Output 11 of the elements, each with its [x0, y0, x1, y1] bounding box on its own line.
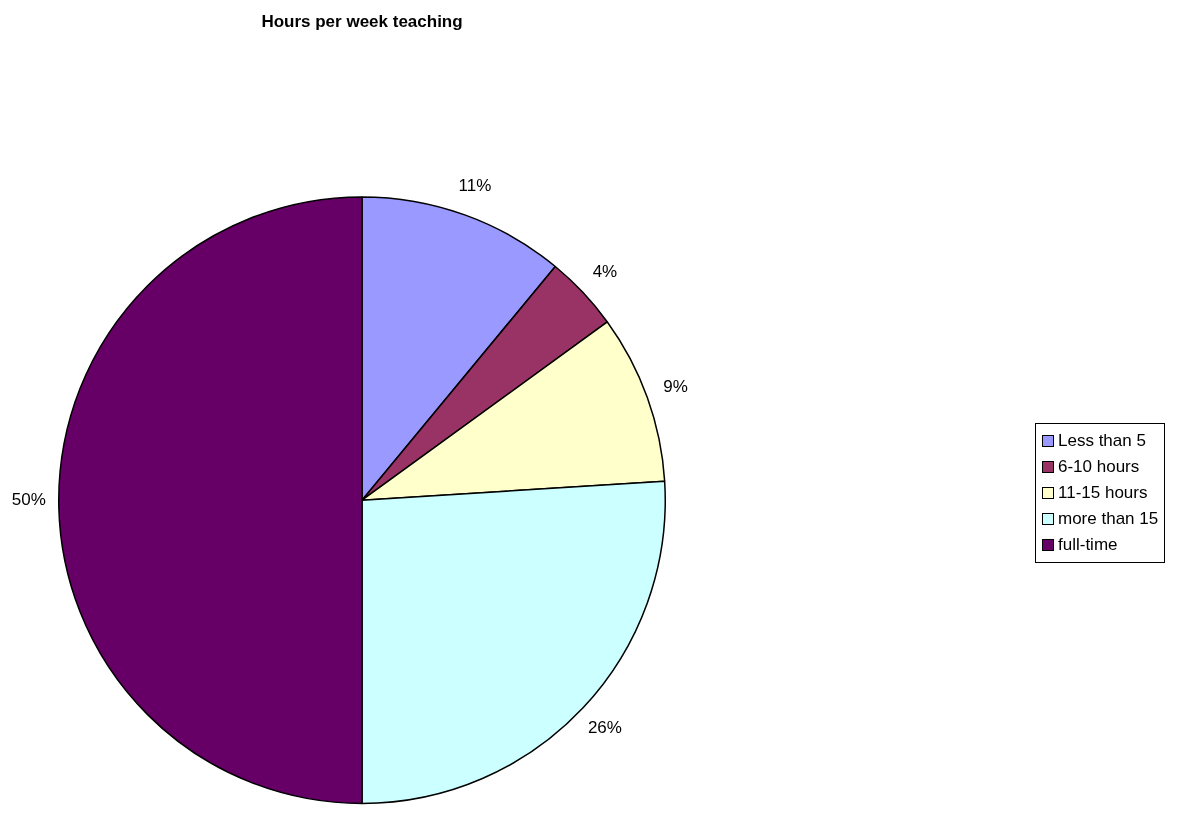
- data-label: 9%: [663, 377, 688, 396]
- data-label: 26%: [587, 718, 622, 738]
- legend-label: full-time: [1058, 535, 1118, 555]
- legend-label: 6-10 hours: [1058, 457, 1140, 477]
- legend-label: Less than 5: [1058, 431, 1146, 451]
- data-label: 4%: [592, 261, 618, 281]
- legend-label: 11-15 hours: [1058, 483, 1148, 503]
- chart-title: Hours per week teaching: [261, 11, 463, 31]
- data-label: 50%: [11, 489, 46, 509]
- legend-label: more than 15: [1058, 509, 1159, 529]
- data-label: 11%: [458, 176, 492, 196]
